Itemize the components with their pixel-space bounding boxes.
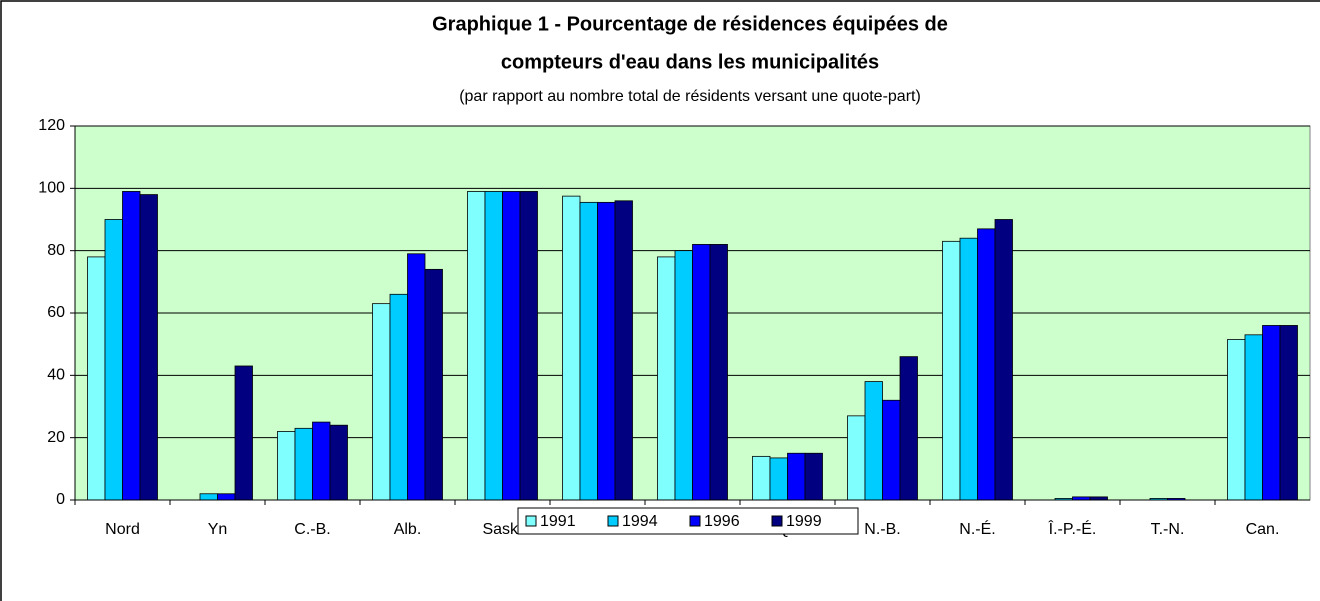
bar — [484, 191, 503, 501]
bar — [597, 201, 616, 501]
x-tick-label: T.-N. — [1151, 521, 1185, 538]
bar — [1227, 339, 1246, 501]
legend-label: 1991 — [540, 513, 576, 530]
bar — [199, 493, 218, 501]
bar — [847, 415, 866, 501]
bar — [977, 228, 996, 501]
bar — [899, 356, 918, 501]
bar — [787, 452, 806, 501]
bar — [752, 455, 771, 501]
bar — [424, 268, 443, 501]
legend-label: 1994 — [622, 513, 658, 530]
bar — [1279, 325, 1298, 501]
bar — [692, 244, 711, 501]
x-tick-label: N.-B. — [864, 521, 900, 538]
y-tick-label: 60 — [47, 304, 65, 321]
legend-swatch — [525, 515, 537, 527]
y-tick-label: 120 — [38, 117, 65, 134]
x-tick-label: Can. — [1246, 521, 1280, 538]
y-tick-label: 100 — [38, 180, 65, 197]
legend-box — [517, 507, 859, 535]
bar — [769, 457, 788, 501]
x-tick-label: Î.-P.-É. — [1048, 519, 1097, 538]
x-tick-label: Sask. — [482, 521, 522, 538]
bar — [329, 424, 348, 501]
bar — [674, 250, 693, 501]
bar — [372, 303, 391, 501]
bar — [579, 201, 598, 501]
y-tick-label: 20 — [47, 429, 65, 446]
bar — [959, 237, 978, 501]
legend-label: 1999 — [786, 513, 822, 530]
bar — [657, 256, 676, 501]
bar — [519, 191, 538, 501]
chart-subtitle: (par rapport au nombre total de résident… — [459, 88, 921, 105]
bar — [234, 365, 253, 501]
bar — [502, 191, 521, 501]
legend-swatch — [607, 515, 619, 527]
bar — [87, 256, 106, 501]
bar — [467, 191, 486, 501]
bar — [804, 452, 823, 501]
bar — [882, 399, 901, 501]
bar — [312, 421, 331, 501]
legend-swatch — [771, 515, 783, 527]
chart-title-line2: compteurs d'eau dans les municipalités — [501, 51, 879, 73]
bar — [122, 191, 141, 501]
bar — [407, 253, 426, 501]
bar — [709, 244, 728, 501]
bar — [389, 293, 408, 501]
bar — [614, 200, 633, 501]
bar — [1262, 325, 1281, 501]
bar — [864, 381, 883, 501]
x-tick-label: Yn — [208, 521, 228, 538]
chart-title: Graphique 1 - Pourcentage de résidences … — [432, 13, 948, 35]
bar — [277, 431, 296, 501]
bar — [942, 240, 961, 501]
legend-label: 1996 — [704, 513, 740, 530]
bar — [139, 194, 158, 501]
x-tick-label: C.-B. — [294, 521, 330, 538]
legend-swatch — [689, 515, 701, 527]
x-tick-label: Nord — [105, 521, 140, 538]
y-tick-label: 40 — [47, 367, 65, 384]
bar — [294, 427, 313, 501]
bar — [1244, 334, 1263, 501]
y-tick-label: 0 — [56, 491, 65, 508]
bar — [562, 195, 581, 501]
bar — [104, 219, 123, 501]
bar — [994, 219, 1013, 501]
bar — [217, 493, 236, 501]
x-tick-label: Alb. — [394, 521, 422, 538]
y-tick-label: 80 — [47, 242, 65, 259]
x-tick-label: N.-É. — [959, 519, 995, 538]
